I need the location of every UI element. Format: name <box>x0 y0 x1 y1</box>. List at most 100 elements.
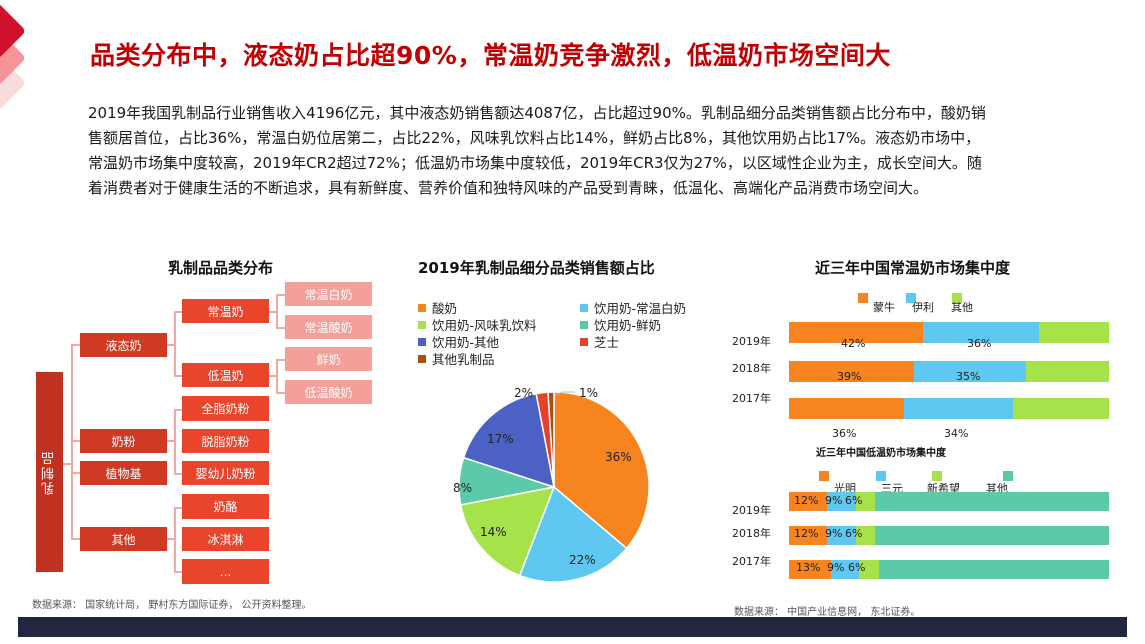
legend-swatch <box>952 293 962 303</box>
legend-swatch <box>418 337 426 346</box>
legend-label: 其他 <box>951 301 973 314</box>
pie-chart-title: 2019年乳制品细分品类销售额占比 <box>418 259 655 277</box>
bar-segment-mengniu <box>789 361 914 382</box>
connector <box>174 311 183 313</box>
bar-segment-other <box>1038 322 1109 343</box>
legend-swatch <box>418 354 426 363</box>
legend-swatch <box>580 320 588 329</box>
bar-label: 13% <box>796 561 821 574</box>
year-label: 2017年 <box>732 555 771 568</box>
tree-node-ice-cream: 冰淇淋 <box>182 527 269 551</box>
connector <box>167 538 175 540</box>
tree-root-node: 乳制品 <box>36 372 63 572</box>
bar-segment-bright <box>789 492 828 511</box>
legend-swatch <box>858 293 868 303</box>
bar-segment-yili <box>904 398 1013 419</box>
bar-segment-mengniu <box>789 398 905 419</box>
connector <box>71 472 81 474</box>
year-label: 2018年 <box>732 362 771 375</box>
summary-paragraph: 2019年我国乳制品行业销售收入4196亿元，其中液态奶销售额达4087亿，占比… <box>88 101 1088 201</box>
tree-node-whole-milk-powder: 全脂奶粉 <box>182 396 269 421</box>
chilled-bar-2018 <box>789 526 1109 545</box>
tree-node-cheese: 奶酪 <box>182 494 269 519</box>
bar-segment-sanyuan <box>827 492 857 511</box>
connector <box>174 409 183 411</box>
year-label: 2019年 <box>732 335 771 348</box>
connector <box>167 344 175 346</box>
paragraph-line: 售额居首位，占比36%，常温白奶位居第二，占比22%，风味乳饮料占比14%，鲜奶… <box>88 129 981 147</box>
pie-label-ambient-white-milk: 22% <box>569 553 596 567</box>
connector <box>269 375 277 377</box>
chilled-bar-2019 <box>789 492 1109 511</box>
connector <box>174 375 183 377</box>
paragraph-line: 着消费者对于健康生活的不断追求，具有新鲜度、营养价值和独特风味的产品受到青睐，低… <box>88 179 929 197</box>
tree-source-note: 数据来源： 国家统计局， 野村东方国际证券， 公开资料整理。 <box>32 600 312 611</box>
connector <box>276 359 278 393</box>
pie-legend-item: 酸奶 <box>418 298 457 317</box>
bar-segment-newhope <box>859 560 879 579</box>
pie-label-yogurt: 36% <box>605 450 632 464</box>
bar-segment-mengniu <box>789 322 924 343</box>
legend-swatch <box>1003 471 1013 481</box>
legend-label: 饮用奶-常温白奶 <box>594 301 687 316</box>
pie-legend-item: 饮用奶-风味乳饮料 <box>418 315 537 334</box>
connector <box>71 344 81 346</box>
connector <box>174 507 176 572</box>
legend-label: 饮用奶-其他 <box>432 335 500 350</box>
pie-legend-item: 芝士 <box>580 332 619 351</box>
tree-node-chilled-yogurt: 低温酸奶 <box>285 380 372 404</box>
connector <box>174 409 176 474</box>
legend-swatch <box>906 293 916 303</box>
bar-label: 6% <box>848 561 866 574</box>
pie-label-cheese: 2% <box>514 386 534 400</box>
bar-label: 12% <box>794 494 819 507</box>
bar-label: 6% <box>845 527 863 540</box>
paragraph-line: 常温奶市场集中度较高，2019年CR2超过72%；低温奶市场集中度较低，2019… <box>88 154 982 172</box>
bar-segment-other <box>875 526 1109 545</box>
tree-node-ambient-white-milk: 常温白奶 <box>285 282 372 306</box>
legend-swatch <box>580 303 588 312</box>
tree-node-ambient-yogurt: 常温酸奶 <box>285 315 372 339</box>
pie-slice-ambient-white-milk <box>518 485 628 583</box>
bar-label: 12% <box>794 527 819 540</box>
legend-label: 饮用奶-鲜奶 <box>594 318 662 333</box>
bar-label: 35% <box>956 370 981 383</box>
bar-source-note: 数据来源： 中国产业信息网， 东北证券。 <box>734 607 921 618</box>
tree-node-plant-based: 植物基 <box>80 461 167 485</box>
tree-node-chilled-milk: 低温奶 <box>182 363 269 387</box>
year-label: 2018年 <box>732 527 771 540</box>
bar-segment-other <box>1025 361 1109 382</box>
pie-label-fresh-milk: 8% <box>453 481 473 495</box>
connector <box>174 311 176 376</box>
year-label: 2017年 <box>732 392 771 405</box>
legend-swatch <box>932 471 942 481</box>
bar-segment-sanyuan <box>827 526 857 545</box>
legend-swatch <box>418 320 426 329</box>
bar-segment-other <box>875 492 1109 511</box>
tree-root-label: 乳制品 <box>42 449 57 495</box>
bar-label: 36% <box>832 427 857 440</box>
bar-segment-bright <box>789 560 831 579</box>
connector <box>276 359 285 361</box>
ambient-bar-2019 <box>789 322 1109 343</box>
tree-node-skim-milk-powder: 脱脂奶粉 <box>182 429 269 453</box>
bar-label: 6% <box>845 494 863 507</box>
connector <box>71 344 73 540</box>
pie-legend-item: 饮用奶-鲜奶 <box>580 315 661 334</box>
legend-label: 酸奶 <box>432 301 458 316</box>
tree-node-more: ... <box>182 559 269 584</box>
tree-node-liquid-milk: 液态奶 <box>80 333 167 357</box>
paragraph-line: 2019年我国乳制品行业销售收入4196亿元，其中液态奶销售额达4087亿，占比… <box>88 104 986 122</box>
connector <box>269 311 277 313</box>
pie-chart <box>458 391 650 583</box>
bar-label: 39% <box>837 370 862 383</box>
pie-slice-yogurt <box>553 391 650 550</box>
bar-label: 9% <box>825 527 843 540</box>
legend-swatch <box>876 471 886 481</box>
tree-node-milk-powder: 奶粉 <box>80 429 167 453</box>
connector <box>63 463 73 465</box>
bar-segment-other <box>1012 398 1109 419</box>
bar-segment-newhope <box>856 526 876 545</box>
connector <box>174 571 183 573</box>
tree-node-infant-formula: 婴幼儿奶粉 <box>182 461 269 485</box>
